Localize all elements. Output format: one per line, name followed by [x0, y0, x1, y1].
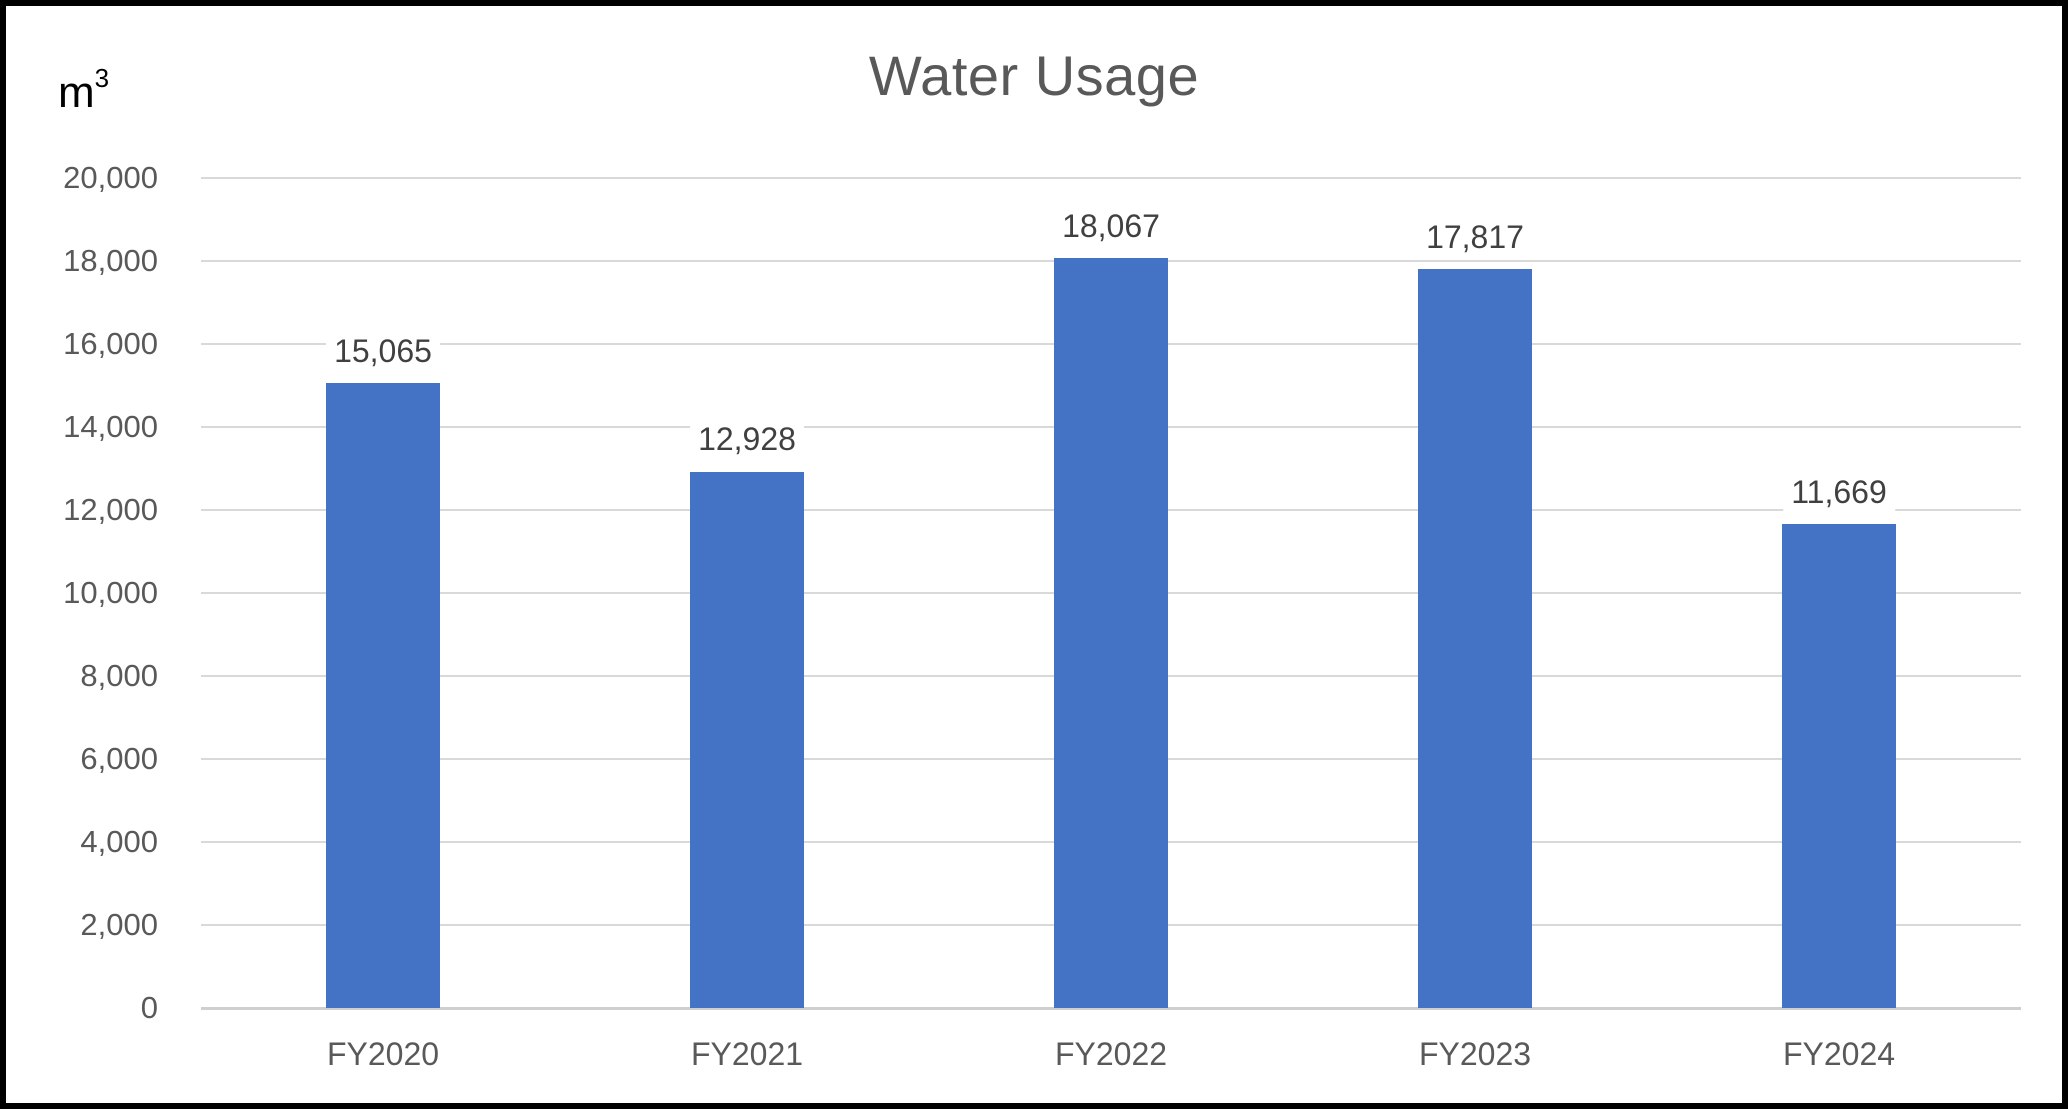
bar-FY2022	[1054, 258, 1168, 1008]
x-axis-category-label: FY2024	[1782, 1036, 1896, 1072]
y-axis-tick-label: 16,000	[63, 326, 158, 361]
chart-title: Water Usage	[868, 44, 1200, 107]
bar-value-label: 12,928	[690, 419, 804, 460]
bar-value-label: 18,067	[1054, 206, 1168, 247]
y-axis-unit-label: m3	[58, 54, 109, 117]
bar-FY2020	[326, 382, 440, 1008]
y-axis-tick-label: 10,000	[63, 575, 158, 610]
y-axis-tick-label: 12,000	[63, 492, 158, 527]
bar-value-label: 17,817	[1418, 216, 1532, 257]
y-axis-tick-label: 2,000	[80, 907, 158, 942]
plot-area	[201, 177, 2021, 1010]
x-axis-category-label: FY2021	[690, 1036, 804, 1072]
y-axis-tick-label: 8,000	[80, 658, 158, 693]
unit-base: m	[58, 68, 95, 117]
x-axis-line	[201, 1006, 2021, 1010]
y-axis-tick-label: 4,000	[80, 824, 158, 859]
bar-value-label: 15,065	[326, 330, 440, 371]
y-axis-tick-label: 18,000	[63, 243, 158, 278]
bar-FY2021	[690, 471, 804, 1008]
x-axis-category-label: FY2022	[1054, 1036, 1168, 1072]
bar-FY2024	[1782, 523, 1896, 1008]
y-axis-tick-label: 6,000	[80, 741, 158, 776]
y-axis-tick-label: 14,000	[63, 409, 158, 444]
x-axis-category-label: FY2023	[1418, 1036, 1532, 1072]
y-axis-tick-label: 0	[140, 990, 158, 1025]
y-axis-tick-label: 20,000	[63, 160, 158, 195]
x-axis-category-label: FY2020	[326, 1036, 440, 1072]
bar-FY2023	[1418, 268, 1532, 1008]
unit-exponent: 3	[94, 63, 110, 93]
bar-value-label: 11,669	[1783, 471, 1895, 512]
gridline	[201, 177, 2021, 179]
